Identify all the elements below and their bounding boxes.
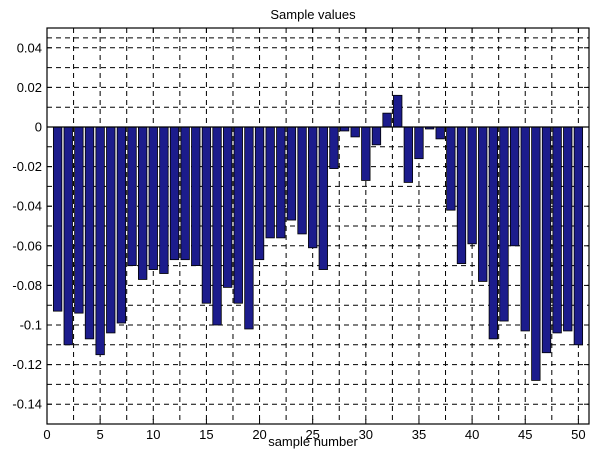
bar [308, 126, 318, 249]
chart-title: Sample values [270, 7, 356, 22]
bar [329, 126, 339, 169]
bar [159, 126, 169, 274]
bar [63, 126, 73, 346]
y-tick-label: -0.06 [12, 238, 42, 253]
bar [318, 126, 328, 270]
bar [148, 126, 158, 270]
bar [191, 126, 201, 267]
bar [116, 126, 127, 324]
x-tick-labels: 0 5 10 15 20 25 30 35 40 45 50 [43, 427, 585, 442]
bar [382, 112, 392, 128]
y-tick-label: -0.14 [12, 397, 42, 412]
bar [435, 126, 445, 140]
x-tick-label: 30 [359, 427, 373, 442]
bar [52, 126, 63, 312]
bar [371, 126, 382, 146]
x-tick-label: 5 [97, 427, 104, 442]
bar [244, 126, 254, 330]
x-tick-label: 15 [199, 427, 213, 442]
bar [276, 126, 286, 239]
bar [563, 126, 573, 332]
x-tick-label: 25 [305, 427, 319, 442]
bar [137, 126, 148, 280]
bar [520, 126, 530, 332]
bar [350, 126, 360, 138]
bar [541, 126, 552, 354]
bar [265, 126, 275, 239]
bar [403, 126, 413, 183]
y-tick-label: -0.02 [12, 159, 42, 174]
bar [488, 126, 499, 340]
bar [361, 126, 371, 181]
bar [552, 126, 562, 334]
y-tick-labels: 0.04 0.02 0 -0.02 -0.04 -0.06 -0.08 -0.1 -0.12 -0… [12, 40, 42, 411]
bar [212, 126, 222, 326]
bar [106, 126, 116, 334]
bar [297, 126, 307, 235]
bar [95, 126, 105, 356]
bar [573, 126, 584, 346]
plot-frame [46, 27, 590, 425]
bar [254, 126, 265, 261]
bar [414, 126, 424, 160]
bar [499, 126, 509, 322]
bar [180, 126, 190, 261]
x-tick-label: 0 [43, 427, 50, 442]
bar [531, 126, 541, 381]
x-tick-label: 45 [518, 427, 532, 442]
bar [233, 126, 243, 304]
y-tick-label: 0.02 [17, 80, 42, 95]
tick-marks [46, 28, 589, 424]
x-axis-title: sample number [268, 434, 358, 449]
bar [84, 126, 95, 340]
bar [201, 126, 212, 304]
x-tick-label: 40 [465, 427, 479, 442]
y-tick-label: -0.12 [12, 357, 42, 372]
bar [478, 126, 488, 282]
y-tick-label: 0 [35, 120, 42, 135]
bar [456, 126, 467, 265]
bar [467, 126, 477, 245]
bar [393, 94, 403, 128]
bar [446, 126, 456, 211]
bar [286, 126, 297, 221]
bar [509, 126, 520, 247]
y-tick-label: -0.08 [12, 278, 42, 293]
x-tick-label: 35 [412, 427, 426, 442]
x-tick-label: 50 [571, 427, 585, 442]
x-tick-label: 20 [252, 427, 266, 442]
bar [223, 126, 233, 288]
y-tick-label: 0.04 [17, 40, 42, 55]
bars [52, 94, 584, 381]
y-tick-label: -0.04 [12, 199, 42, 214]
bar [74, 126, 84, 314]
x-tick-label: 10 [146, 427, 160, 442]
bar [127, 126, 137, 267]
y-tick-label: -0.1 [20, 318, 42, 333]
bar [169, 126, 180, 261]
